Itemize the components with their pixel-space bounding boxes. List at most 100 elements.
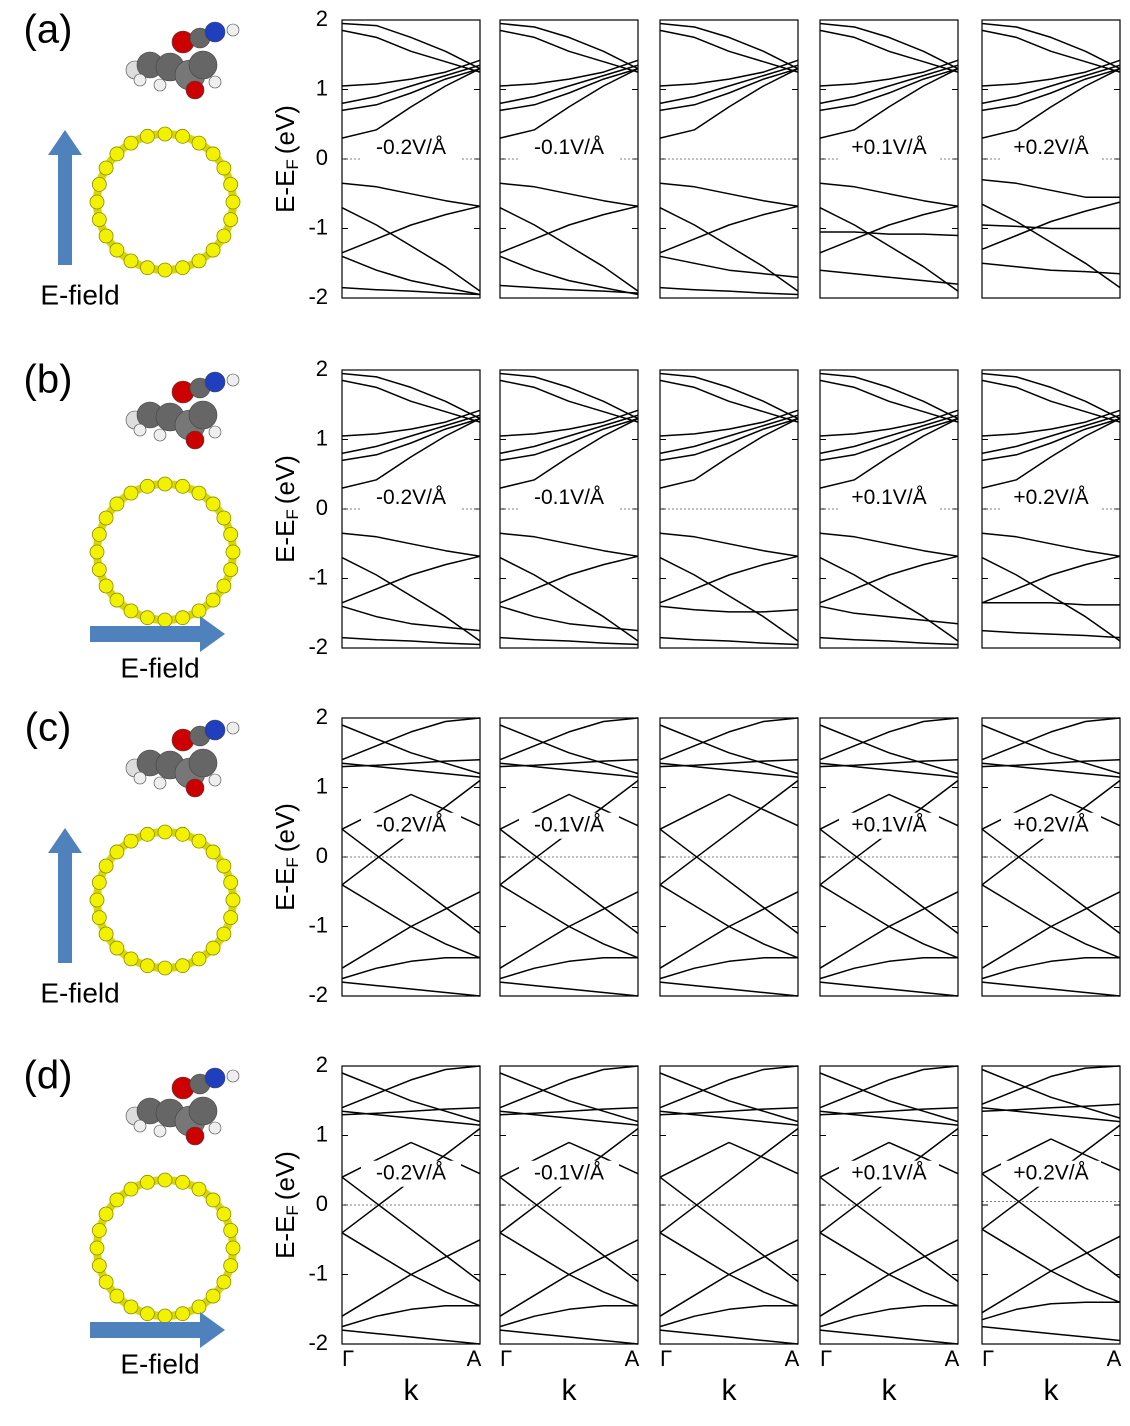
tube-atom [191, 951, 207, 967]
panel-frame [341, 1065, 481, 1345]
tube-atom [140, 1174, 155, 1190]
panel-frame [981, 1065, 1121, 1345]
atom [188, 748, 218, 778]
atom [226, 23, 240, 37]
field-arrow [48, 828, 82, 963]
band [981, 1068, 1121, 1119]
band [819, 1176, 959, 1283]
band [341, 555, 481, 604]
band [981, 203, 1121, 289]
band [659, 556, 799, 642]
band [659, 417, 799, 489]
panel-frame [659, 1065, 799, 1345]
atom [204, 1067, 226, 1089]
band [499, 1072, 639, 1123]
x-tick-label: A [1107, 1346, 1122, 1371]
field-strength-label: +0.2V/Å [1013, 1161, 1088, 1184]
band [659, 555, 799, 604]
tube-atom [98, 926, 114, 942]
band [819, 64, 959, 105]
x-tick-label: A [625, 1346, 640, 1371]
atom [185, 80, 205, 100]
tube-atom [216, 228, 232, 244]
label-backdrop [839, 812, 939, 839]
band [659, 1329, 799, 1345]
label-backdrop [839, 1160, 939, 1187]
field-strength-label: +0.1V/Å [851, 136, 926, 159]
band [341, 67, 481, 112]
tube-atom [175, 478, 190, 494]
band [981, 1106, 1121, 1123]
panel-label: (d) [24, 1054, 73, 1098]
band [819, 417, 959, 489]
band [659, 884, 799, 959]
label-backdrop [361, 1160, 461, 1187]
band-panel: +0.2V/Å [981, 369, 1121, 649]
structure-illustration [89, 1067, 241, 1348]
band-panel [659, 1065, 799, 1345]
band [819, 372, 959, 420]
tube-atom [91, 1258, 107, 1273]
band [499, 409, 639, 437]
band [341, 828, 481, 935]
band [819, 379, 959, 423]
x-axis-label: k [882, 1374, 898, 1407]
y-tick-label: 1 [316, 773, 328, 798]
label-backdrop [839, 485, 939, 512]
band [819, 1072, 959, 1123]
y-tick-label: 2 [316, 356, 328, 381]
band [819, 182, 959, 208]
tube-atom [175, 260, 190, 276]
tube-atom [157, 1172, 173, 1188]
tube-atom [175, 826, 190, 842]
band [341, 286, 481, 296]
band [981, 1235, 1121, 1314]
band [981, 414, 1121, 455]
tube-atom [205, 1192, 221, 1208]
band [981, 717, 1121, 761]
band [981, 629, 1121, 639]
band [981, 22, 1121, 70]
tube-atom [157, 476, 173, 492]
band [341, 1176, 481, 1283]
tube-atom [223, 1223, 239, 1238]
tube-atom [225, 544, 241, 560]
panel-frame [981, 19, 1121, 299]
band-panel: +0.1V/Å [819, 19, 959, 299]
atom [204, 21, 226, 43]
label-backdrop [1001, 135, 1101, 162]
tube-atom [140, 128, 155, 144]
tube-atom [225, 194, 241, 210]
band [819, 636, 959, 646]
band [659, 372, 799, 420]
x-tick-label: A [785, 1346, 800, 1371]
tube-atom [175, 128, 190, 144]
band [499, 762, 639, 778]
field-strength-label: +0.2V/Å [1013, 486, 1088, 509]
x-tick-label: Γ [820, 1346, 832, 1371]
band [499, 22, 639, 70]
band [659, 68, 799, 139]
atom [153, 78, 167, 92]
tube-atom [175, 1174, 190, 1190]
band-panel: +0.2V/Å [981, 1065, 1121, 1345]
band [981, 67, 1121, 112]
band-panel [659, 19, 799, 299]
band [499, 1065, 639, 1109]
band [499, 29, 639, 73]
y-axis-label: E-EF (eV) [270, 1151, 303, 1259]
band [341, 205, 481, 254]
panel-frame [499, 369, 639, 649]
field-strength-label: +0.1V/Å [851, 813, 926, 836]
x-axis-label: k [1044, 1374, 1060, 1407]
band [819, 957, 958, 980]
panel-frame [819, 19, 959, 299]
label-backdrop [1001, 485, 1101, 512]
band [819, 605, 959, 625]
tube-atom [98, 1274, 114, 1290]
tube-atom [223, 562, 239, 577]
band [819, 1110, 959, 1126]
band [981, 64, 1121, 105]
tube-atom [98, 858, 114, 874]
atom [204, 719, 226, 741]
